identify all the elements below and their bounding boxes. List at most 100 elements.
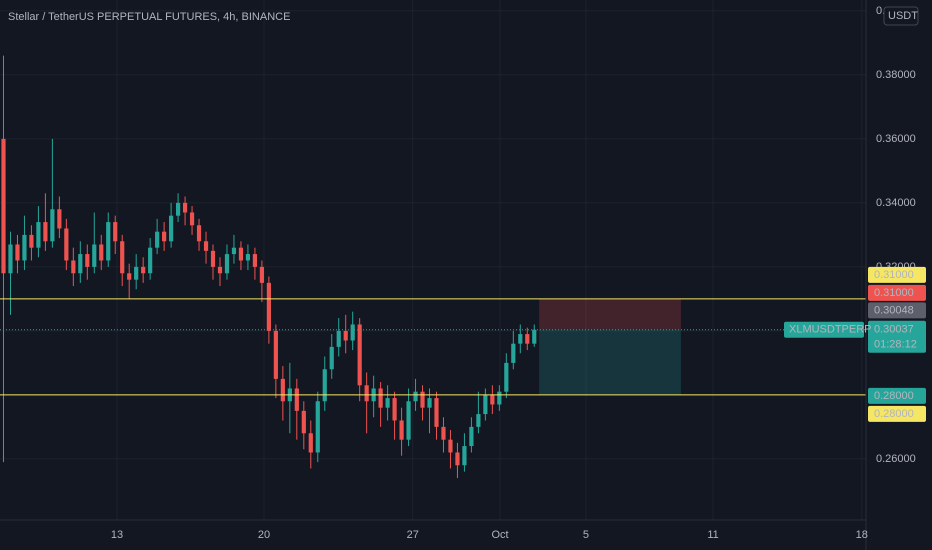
candle-body xyxy=(308,433,313,453)
candle-body xyxy=(259,266,264,283)
currency-bg xyxy=(883,6,919,26)
candle-body xyxy=(532,329,537,344)
candle-body xyxy=(252,254,258,267)
candle-body xyxy=(203,241,209,251)
candle-body xyxy=(406,401,411,440)
x-tick-label: 5 xyxy=(583,529,589,541)
candle-body xyxy=(15,244,20,261)
candle-body xyxy=(364,385,369,402)
candle-body xyxy=(385,398,390,408)
candle-body xyxy=(113,222,118,242)
candle-body xyxy=(224,254,230,274)
candle-body xyxy=(106,222,111,261)
stop-zone xyxy=(539,298,681,330)
candle-body xyxy=(336,330,341,347)
candle-body xyxy=(399,420,404,440)
x-tick-label: 11 xyxy=(707,529,718,541)
candle-body xyxy=(518,334,523,344)
symbol-label: XLMUSDTPERP xyxy=(789,324,872,336)
chart-title: Stellar / TetherUS PERPETUAL FUTURES, 4h… xyxy=(8,11,290,23)
level-label: 0.31000 xyxy=(874,269,914,281)
candle-body xyxy=(92,244,97,267)
candle-body xyxy=(350,324,355,341)
currency-label: USDT xyxy=(888,10,918,22)
y-tick-label: 0.36000 xyxy=(876,133,916,145)
candle-body xyxy=(525,334,530,344)
x-tick-label: 18 xyxy=(856,529,868,541)
candle-body xyxy=(329,346,334,370)
candle-body xyxy=(169,215,174,242)
candle-body xyxy=(455,452,460,466)
candle-body xyxy=(99,244,104,261)
candle-body xyxy=(210,250,216,267)
x-tick-label: 27 xyxy=(407,529,419,541)
level-label-bg xyxy=(868,266,926,283)
target-label: 0.28000 xyxy=(874,390,914,402)
candle-body xyxy=(448,439,453,453)
candle-body xyxy=(57,209,62,229)
candle-body xyxy=(434,398,439,427)
candle-body xyxy=(64,228,69,261)
candle-body xyxy=(280,378,285,402)
candle-body xyxy=(301,410,306,434)
target-label-bg xyxy=(868,387,926,404)
candle-body xyxy=(420,391,425,408)
candle-body xyxy=(43,222,48,242)
candle-body xyxy=(497,391,502,405)
candle-body xyxy=(120,241,125,274)
candle-body xyxy=(85,254,90,267)
candle-body xyxy=(155,231,160,248)
candle-body xyxy=(490,394,495,405)
candle-body xyxy=(294,388,299,411)
candle-body xyxy=(427,398,432,408)
y-tick-label: 0.26000 xyxy=(876,453,916,465)
candle-body xyxy=(273,330,278,379)
candle-body xyxy=(217,266,223,274)
level-label-bg xyxy=(868,405,926,422)
x-tick-label: 20 xyxy=(258,529,270,541)
candle-body xyxy=(50,209,55,242)
last-price-bg xyxy=(868,320,926,353)
symbol-label-bg xyxy=(784,321,864,338)
candle-body xyxy=(504,362,509,392)
candle-body xyxy=(182,202,188,213)
candle-body xyxy=(134,266,139,280)
target-zone xyxy=(539,329,681,395)
candle-body xyxy=(378,388,383,408)
candle-body xyxy=(231,247,237,255)
candle-body xyxy=(357,324,362,386)
candle-body xyxy=(343,330,348,341)
candle-body xyxy=(196,225,202,242)
candle-body xyxy=(245,254,251,261)
candle-body xyxy=(148,247,153,274)
candle-body xyxy=(175,202,181,216)
candle-body xyxy=(141,266,146,274)
x-tick-label: Oct xyxy=(491,529,508,541)
candle-body xyxy=(1,138,6,274)
candle-body xyxy=(483,394,488,415)
candle-body xyxy=(462,446,467,466)
y-tick-label: 0.38000 xyxy=(876,69,916,81)
candle-body xyxy=(78,254,83,274)
countdown-label: 01:28:12 xyxy=(874,339,917,351)
candle-body xyxy=(392,398,397,421)
candle-body xyxy=(469,426,474,447)
candle-body xyxy=(441,426,446,440)
candle-body xyxy=(189,212,195,226)
candle-body xyxy=(127,273,132,280)
stop-label: 0.31000 xyxy=(874,287,914,299)
candle-body xyxy=(476,414,481,427)
candle-body xyxy=(238,247,244,261)
last-price-label: 0.30037 xyxy=(874,324,914,336)
candle-body xyxy=(511,343,516,363)
candle-body xyxy=(22,234,27,261)
entry-label: 0.30048 xyxy=(874,304,914,316)
candle-body xyxy=(29,234,34,248)
y-tick-label: 0.34000 xyxy=(876,197,916,209)
candle-body xyxy=(413,391,418,402)
x-tick-label: 13 xyxy=(111,529,123,541)
level-label: 0.28000 xyxy=(874,408,914,420)
candle-body xyxy=(36,222,41,248)
entry-label-bg xyxy=(868,302,926,319)
